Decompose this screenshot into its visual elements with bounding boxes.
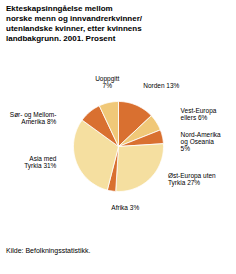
svg-text:Asia medTyrkia 31%: Asia medTyrkia 31% [24, 155, 57, 170]
svg-text:Vest-Europaellers 6%: Vest-Europaellers 6% [181, 107, 217, 121]
html-text:Kilde: Befolkningsstatistikk.: Kilde: Befolkningsstatistikk. [6, 247, 91, 254]
svg-text:Afrika 3%: Afrika 3% [111, 204, 139, 211]
html-text:Ekteskapsinngåelse mellom nors: Ekteskapsinngåelse mellom norske menn og… [6, 4, 142, 43]
svg-text:Norden 13%: Norden 13% [143, 82, 179, 89]
svg-text:Sør- og Mellom-Amerika 8%: Sør- og Mellom-Amerika 8% [10, 111, 57, 125]
svg-text:Øst-Europa utenTyrkia 27%: Øst-Europa utenTyrkia 27% [168, 172, 216, 187]
svg-text:Nord-Amerikaog Oseania5%: Nord-Amerikaog Oseania5% [181, 131, 221, 152]
svg-text:Uoppgitt7%: Uoppgitt7% [95, 75, 119, 89]
